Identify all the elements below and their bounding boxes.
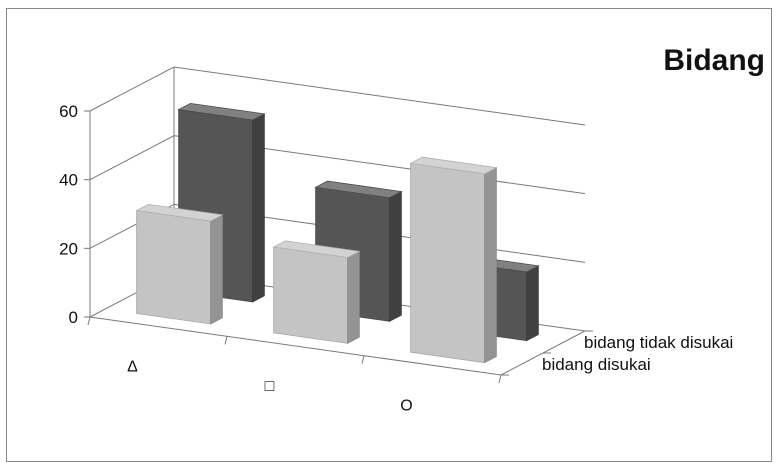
bar xyxy=(409,156,498,364)
x-tick-mark xyxy=(87,316,91,326)
bar-top-face xyxy=(409,156,498,175)
x-category-label: □ xyxy=(265,378,275,395)
bar-top-face xyxy=(135,203,224,222)
x-category-label: Δ xyxy=(127,359,138,376)
y-tick-label: 0 xyxy=(69,308,78,327)
bar-side-face xyxy=(389,190,402,322)
bar-side-face xyxy=(252,113,265,303)
depth-series-label: bidang tidak disukai xyxy=(584,333,733,352)
bar xyxy=(272,240,361,344)
chart-title: Bidang xyxy=(663,44,765,77)
x-tick-mark xyxy=(498,374,502,384)
bar-top-face xyxy=(314,180,403,199)
gridline xyxy=(89,66,586,126)
y-tick-label: 60 xyxy=(59,102,78,121)
bar xyxy=(135,203,224,325)
chart-bars xyxy=(135,102,540,364)
depth-series-label: bidang disukai xyxy=(542,355,651,374)
bar-top-face xyxy=(177,102,266,121)
x-tick-mark xyxy=(361,355,365,364)
bar-front-face xyxy=(136,210,212,325)
bar-top-face xyxy=(272,240,361,258)
bar-side-face xyxy=(210,214,223,325)
bar-front-face xyxy=(273,246,349,344)
x-category-label: O xyxy=(400,397,412,414)
bar-front-face xyxy=(410,162,486,364)
bar-side-face xyxy=(484,166,497,364)
x-tick-mark xyxy=(224,336,228,345)
y-tick-label: 40 xyxy=(59,171,78,190)
bar-side-face xyxy=(526,265,539,342)
y-tick-label: 20 xyxy=(59,239,78,258)
bar-side-face xyxy=(347,250,360,344)
